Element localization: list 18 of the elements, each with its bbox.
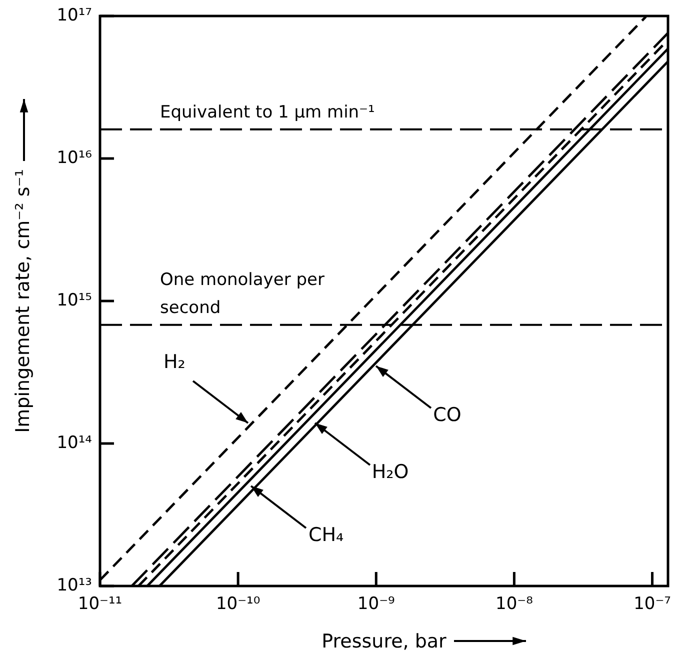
- x-tick-label: 10⁻¹⁰: [216, 594, 260, 614]
- annotation: CO: [433, 404, 462, 426]
- y-tick-label: 10¹³: [56, 575, 92, 596]
- ref-line-label: One monolayer per second: [160, 270, 324, 318]
- annotation: H₂: [163, 350, 186, 373]
- annotation: H₂O: [372, 460, 409, 483]
- y-tick-label: 10¹⁴: [56, 432, 92, 453]
- x-tick-label: 10⁻⁸: [495, 594, 534, 614]
- x-tick-label: 10⁻¹¹: [78, 594, 122, 614]
- x-axis-title: Pressure, bar: [322, 630, 447, 652]
- y-tick-label: 10¹⁵: [56, 290, 92, 310]
- x-tick-label: 10⁻⁷: [634, 594, 672, 614]
- y-tick-label: 10¹⁶: [56, 148, 92, 168]
- ref-line-label: Equivalent to 1 µm min⁻¹: [160, 102, 375, 122]
- y-axis-title: Impingement rate, cm⁻² s⁻¹: [12, 169, 34, 433]
- annotation: CH₄: [308, 524, 344, 546]
- y-tick-label: 10¹⁷: [56, 5, 92, 26]
- x-tick-label: 10⁻⁹: [357, 594, 396, 614]
